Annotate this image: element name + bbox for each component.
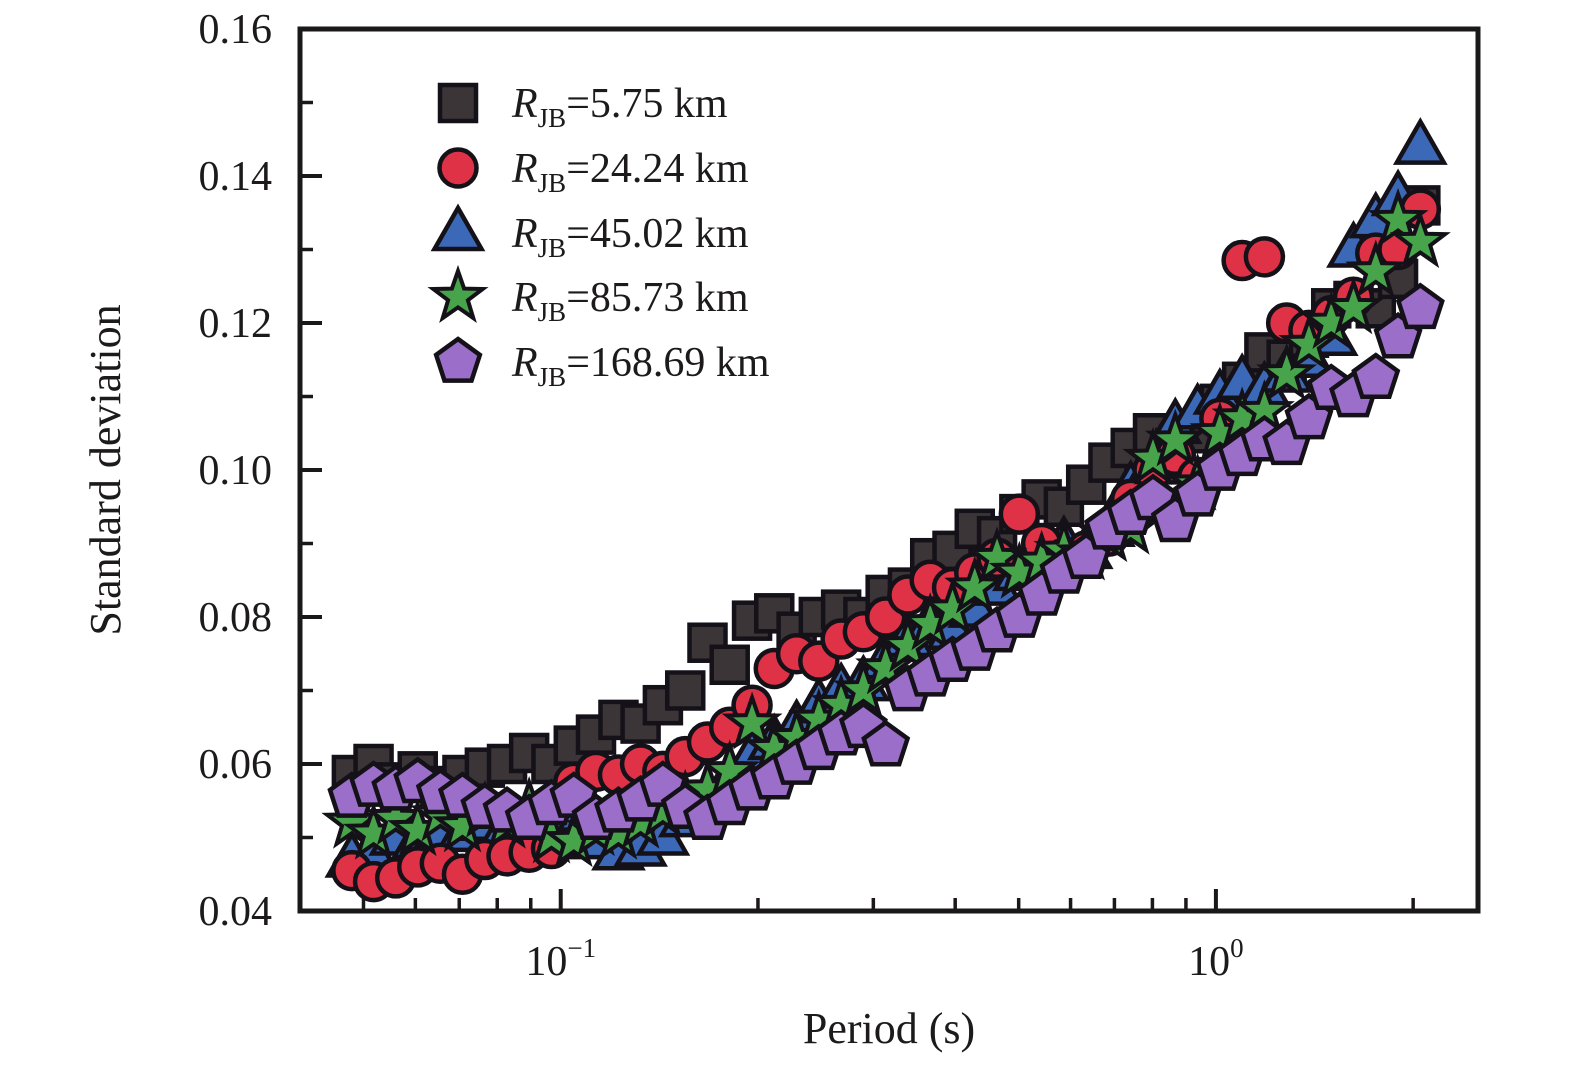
data-point-star (721, 691, 783, 750)
data-point-circle (998, 493, 1041, 535)
legend-label: RJB=5.75 km (511, 81, 728, 133)
legend-item: RJB=5.75 km (437, 81, 728, 133)
y-tick-label: 0.14 (199, 154, 273, 200)
series-pentagon (327, 282, 1445, 840)
data-point-triangle (430, 203, 486, 252)
data-point-star (1322, 276, 1385, 335)
axis-ticks (300, 27, 1415, 913)
legend-label: RJB=24.24 km (511, 146, 749, 198)
data-point-star (1389, 210, 1451, 269)
data-point-star (1345, 239, 1407, 298)
data-point-star (1367, 188, 1429, 247)
data-point-triangle (1392, 117, 1448, 165)
data-point-pentagon (1351, 352, 1401, 399)
series-square (331, 185, 1441, 807)
legend-label: RJB=45.02 km (511, 211, 749, 263)
data-point-star (944, 555, 1006, 614)
data-point-star (1144, 408, 1206, 467)
legend-label: RJB=168.69 km (511, 340, 770, 392)
y-axis-title: Standard deviation (81, 304, 130, 635)
data-point-pentagon (1395, 282, 1445, 330)
legend-item: RJB=24.24 km (437, 146, 749, 198)
legend-item: RJB=85.73 km (427, 264, 749, 327)
axis-tick-labels: 0.04 0.06 0.08 0.10 0.12 0.14 0.16 10−1 100 (199, 7, 1244, 985)
x-axis-title: Period (s) (803, 1004, 975, 1053)
data-point-star (427, 264, 489, 323)
data-point-square (437, 82, 479, 124)
y-tick-label: 0.12 (199, 301, 273, 347)
data-points-layer (321, 117, 1451, 903)
data-point-square (709, 644, 750, 686)
data-point-pentagon (861, 719, 911, 767)
data-point-square (664, 670, 706, 711)
legend-label: RJB=85.73 km (511, 275, 749, 327)
legend: RJB=5.75 km RJB=24.24 km RJB=45.02 km RJB=8… (427, 81, 770, 392)
y-tick-label: 0.08 (199, 595, 273, 641)
legend-item: RJB=168.69 km (433, 336, 770, 392)
x-tick-label: 100 (1188, 933, 1244, 985)
legend-item: RJB=45.02 km (430, 203, 749, 263)
x-tick-label: 10−1 (525, 933, 596, 985)
data-point-square (620, 703, 661, 744)
y-tick-label: 0.04 (199, 889, 273, 935)
data-point-circle (437, 147, 479, 189)
y-tick-label: 0.10 (199, 448, 273, 494)
y-tick-label: 0.06 (199, 742, 273, 788)
y-tick-label: 0.16 (199, 7, 273, 53)
data-point-pentagon (433, 336, 483, 383)
data-point-circle (1243, 236, 1286, 278)
data-point-star (1256, 342, 1318, 401)
